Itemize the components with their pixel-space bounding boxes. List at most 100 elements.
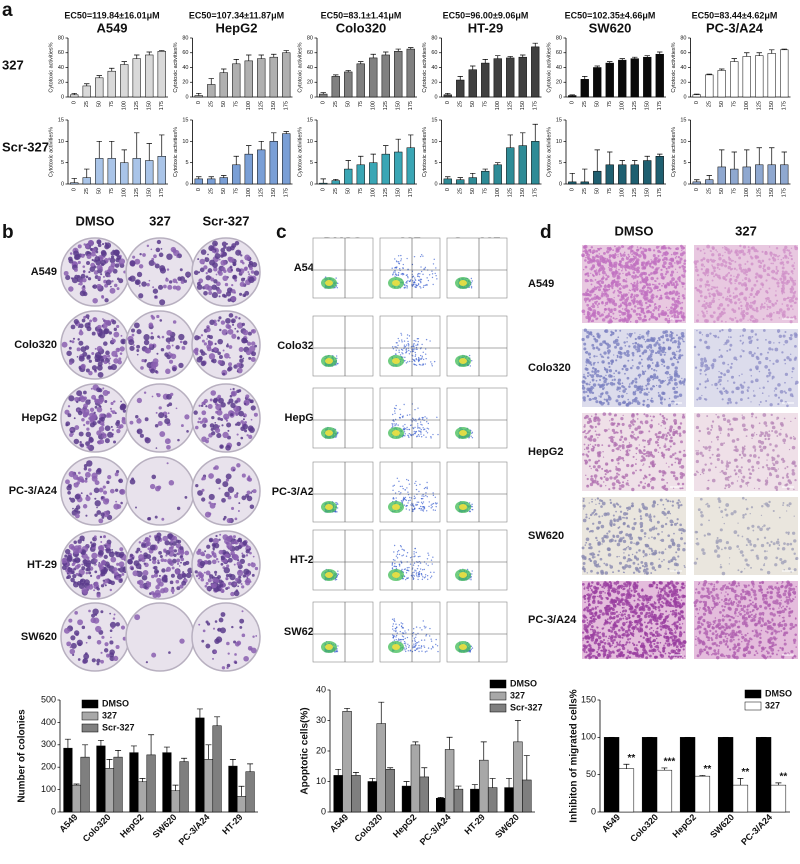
colony bbox=[97, 346, 103, 352]
colony bbox=[161, 248, 163, 250]
colony bbox=[83, 403, 88, 408]
event bbox=[436, 502, 437, 503]
event bbox=[420, 432, 421, 433]
x-tick-label: 0 bbox=[694, 188, 700, 191]
event bbox=[406, 487, 407, 488]
colony bbox=[144, 340, 149, 345]
bar bbox=[505, 788, 514, 812]
error-bar bbox=[271, 54, 276, 57]
colony bbox=[197, 258, 199, 260]
event bbox=[418, 361, 419, 362]
event bbox=[392, 490, 393, 491]
colony bbox=[69, 340, 71, 342]
colony bbox=[183, 562, 187, 566]
colony bbox=[202, 340, 205, 343]
event bbox=[392, 274, 393, 275]
event bbox=[415, 279, 416, 280]
bar bbox=[145, 55, 153, 97]
colony bbox=[73, 541, 76, 544]
colony bbox=[113, 617, 115, 619]
event bbox=[419, 280, 420, 281]
colony bbox=[184, 578, 186, 580]
colony bbox=[155, 536, 161, 542]
event bbox=[417, 579, 418, 580]
y-axis-label: Cytotoxic activities% bbox=[173, 127, 179, 177]
colony bbox=[203, 630, 206, 633]
colony bbox=[171, 588, 175, 592]
colony bbox=[241, 583, 243, 585]
colony bbox=[215, 535, 217, 537]
y-axis-label: Cytotoxic activities% bbox=[671, 42, 677, 92]
colony bbox=[141, 359, 144, 362]
bar bbox=[606, 63, 614, 97]
error-bar bbox=[346, 161, 351, 170]
colony bbox=[248, 477, 252, 481]
colony bbox=[111, 280, 113, 282]
x-tick-label: 75 bbox=[358, 101, 364, 107]
colony bbox=[209, 494, 215, 500]
event bbox=[393, 271, 394, 272]
colony bbox=[215, 253, 221, 259]
event bbox=[426, 339, 427, 340]
colony bbox=[166, 445, 171, 450]
event bbox=[471, 278, 472, 279]
legend-swatch bbox=[490, 704, 506, 712]
event bbox=[391, 268, 392, 269]
event bbox=[392, 346, 393, 347]
bar bbox=[245, 154, 253, 184]
error-bar bbox=[570, 173, 575, 182]
colony bbox=[217, 575, 221, 579]
bar bbox=[581, 182, 589, 184]
row-label: A549 bbox=[31, 266, 57, 278]
colony bbox=[159, 253, 164, 258]
event bbox=[403, 287, 404, 288]
y-axis-label: Cytotoxic activities% bbox=[422, 42, 428, 92]
colony bbox=[152, 560, 156, 564]
event bbox=[415, 349, 416, 350]
panel-letter: c bbox=[276, 222, 287, 243]
colony bbox=[208, 404, 213, 409]
colony bbox=[88, 417, 91, 420]
x-tick-label: 75 bbox=[109, 101, 115, 107]
event bbox=[418, 341, 419, 342]
colony bbox=[88, 610, 91, 613]
event bbox=[418, 434, 419, 435]
event bbox=[428, 428, 429, 429]
error-bar bbox=[84, 84, 89, 86]
colony bbox=[83, 271, 85, 273]
density-core bbox=[325, 358, 333, 364]
density-core bbox=[392, 504, 400, 510]
colony bbox=[112, 410, 116, 414]
event bbox=[417, 407, 418, 408]
colony bbox=[167, 558, 172, 563]
flow-plot bbox=[313, 602, 373, 662]
colony bbox=[168, 439, 170, 441]
colony bbox=[184, 414, 189, 419]
colony bbox=[97, 265, 102, 270]
x-tick-label: Colo320 bbox=[353, 812, 385, 844]
flow-plot bbox=[380, 530, 440, 590]
event bbox=[410, 351, 411, 352]
colony bbox=[107, 564, 111, 568]
bar bbox=[481, 63, 489, 97]
colony bbox=[204, 572, 206, 574]
colony bbox=[68, 257, 73, 262]
event bbox=[405, 428, 406, 429]
colony bbox=[154, 566, 158, 570]
x-tick-label: 100 bbox=[495, 188, 501, 197]
colony bbox=[248, 357, 251, 360]
colony bbox=[198, 624, 200, 626]
colony bbox=[111, 255, 114, 258]
event bbox=[437, 434, 438, 435]
colony bbox=[70, 498, 75, 503]
colony bbox=[69, 649, 75, 655]
plot-frame bbox=[380, 316, 440, 376]
bar bbox=[444, 179, 452, 184]
colony bbox=[239, 626, 242, 629]
colony bbox=[151, 332, 153, 334]
x-tick-label: 150 bbox=[645, 188, 651, 197]
error-bar bbox=[483, 59, 488, 63]
colony bbox=[155, 296, 157, 298]
x-tick-label: 150 bbox=[645, 101, 651, 110]
colony bbox=[108, 414, 112, 418]
